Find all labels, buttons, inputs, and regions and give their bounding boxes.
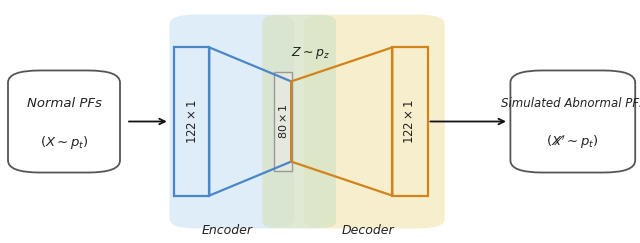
Text: $122 \times 1$: $122 \times 1$ [403,99,416,144]
FancyBboxPatch shape [304,15,445,228]
Text: $Z{\sim}p_z$: $Z{\sim}p_z$ [291,45,330,61]
Text: $(X'{\not\sim}p_t)$: $(X'{\not\sim}p_t)$ [547,133,599,151]
FancyBboxPatch shape [8,70,120,173]
Text: Decoder: Decoder [342,224,394,237]
FancyBboxPatch shape [170,15,294,228]
FancyBboxPatch shape [262,15,336,228]
FancyBboxPatch shape [511,70,635,173]
FancyBboxPatch shape [274,72,292,171]
Text: $(X{\sim}p_t)$: $(X{\sim}p_t)$ [40,134,88,151]
Text: Encoder: Encoder [202,224,253,237]
Text: Normal PFs: Normal PFs [27,97,101,110]
Text: $80 \times 1$: $80 \times 1$ [277,104,289,139]
Text: Simulated Abnormal PFs: Simulated Abnormal PFs [500,97,640,110]
Text: $122 \times 1$: $122 \times 1$ [186,99,198,144]
